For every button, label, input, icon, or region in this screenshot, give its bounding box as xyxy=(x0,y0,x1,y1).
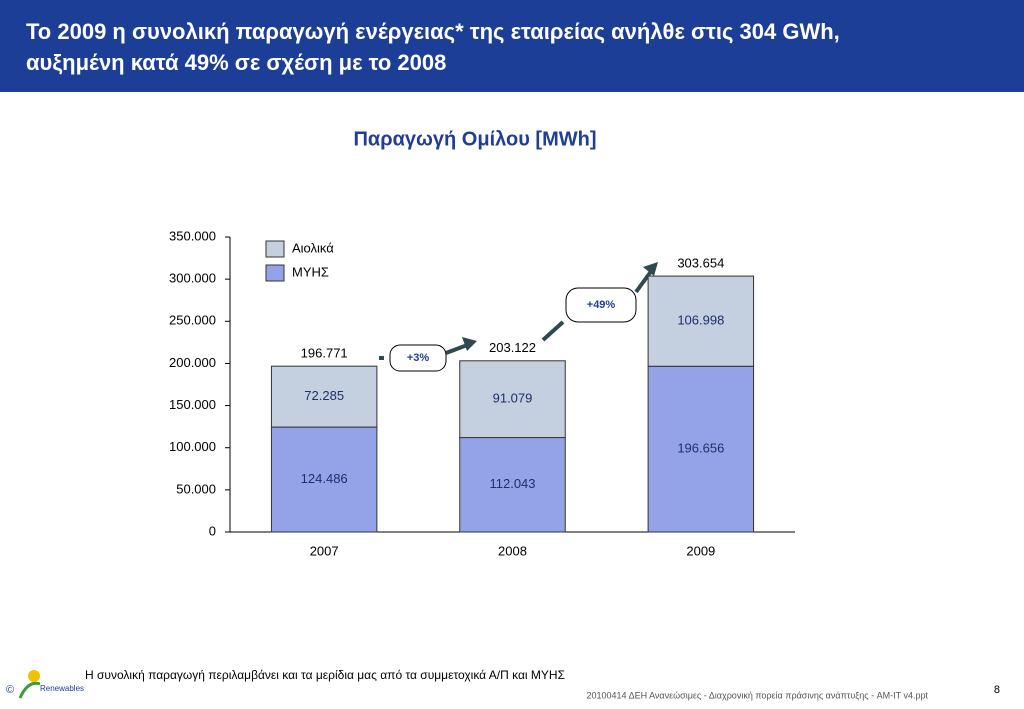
y-tick-label: 300.000 xyxy=(169,271,216,286)
logo-mark: © xyxy=(6,684,14,696)
y-tick-label: 150.000 xyxy=(169,397,216,412)
y-tick-label: 50.000 xyxy=(176,481,216,496)
legend-swatch xyxy=(265,240,285,258)
y-tick-label: 200.000 xyxy=(169,355,216,370)
data-label: 72.285 xyxy=(304,388,344,403)
annotation: +3% xyxy=(407,352,430,364)
x-tick-label: 2007 xyxy=(310,543,339,558)
legend-label: Αιολικά xyxy=(292,240,334,255)
legend-label: ΜΥΗΣ xyxy=(292,264,329,279)
data-label: 106.998 xyxy=(677,313,724,328)
logo-text: Renewables xyxy=(40,684,84,693)
bar-segment xyxy=(270,365,378,428)
data-label: 91.079 xyxy=(493,391,533,406)
data-label: 124.486 xyxy=(301,471,348,486)
x-tick-label: 2009 xyxy=(686,543,715,558)
x-tick-label: 2008 xyxy=(498,543,527,558)
footer-file: 20100414 ΔΕΗ Ανανεώσιμες - Διαχρονική πο… xyxy=(587,690,929,700)
bar-segment xyxy=(459,360,566,439)
annotation: +49% xyxy=(587,299,616,311)
bar-segment xyxy=(647,275,755,367)
y-tick-label: 0 xyxy=(209,523,216,538)
total-label: 303.654 xyxy=(677,256,724,271)
header-title: αυξημένη κατά 49% σε σχέση με το 2008 xyxy=(26,50,446,75)
data-label: 196.656 xyxy=(677,441,724,456)
chart-title: Παραγωγή Ομίλου [MWh] xyxy=(353,128,596,150)
bar-segment xyxy=(459,437,566,533)
header-title: Το 2009 η συνολική παραγωγή ενέργειας* τ… xyxy=(26,19,840,44)
footnote: Η συνολική παραγωγή περιλαμβάνει και τα … xyxy=(85,668,565,682)
total-label: 196.771 xyxy=(301,346,348,361)
growth-arrows xyxy=(379,262,658,372)
page-number: 8 xyxy=(994,684,1000,696)
header-band xyxy=(0,0,1024,92)
data-label: 112.043 xyxy=(489,476,535,491)
y-tick-label: 100.000 xyxy=(169,439,216,454)
legend-swatch xyxy=(265,264,285,282)
bar-segment xyxy=(647,365,755,533)
y-tick-label: 250.000 xyxy=(169,313,216,328)
y-tick-label: 350.000 xyxy=(169,228,216,243)
logo xyxy=(18,670,41,699)
total-label: 203.122 xyxy=(489,340,536,355)
